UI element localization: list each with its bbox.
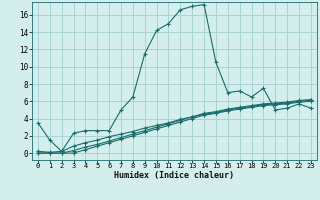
X-axis label: Humidex (Indice chaleur): Humidex (Indice chaleur) xyxy=(115,171,234,180)
